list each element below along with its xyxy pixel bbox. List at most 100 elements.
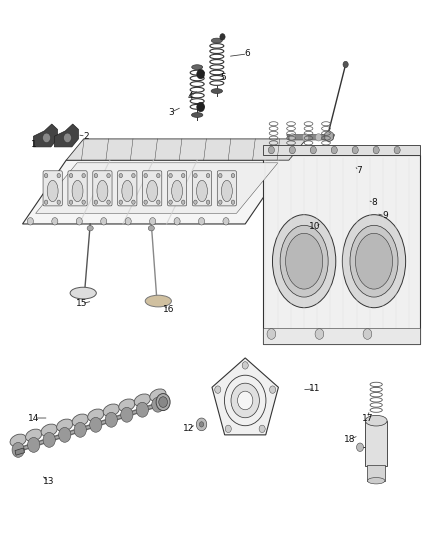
Circle shape bbox=[310, 147, 316, 154]
Circle shape bbox=[215, 386, 221, 393]
Ellipse shape bbox=[286, 233, 323, 289]
Circle shape bbox=[12, 442, 24, 457]
Ellipse shape bbox=[192, 64, 203, 69]
Circle shape bbox=[28, 438, 40, 453]
Circle shape bbox=[223, 217, 229, 225]
Ellipse shape bbox=[122, 180, 133, 201]
Circle shape bbox=[219, 173, 222, 177]
Polygon shape bbox=[325, 131, 333, 142]
Circle shape bbox=[132, 173, 135, 177]
Polygon shape bbox=[66, 139, 306, 160]
Ellipse shape bbox=[72, 180, 83, 201]
Text: 15: 15 bbox=[76, 299, 87, 308]
Text: 3: 3 bbox=[168, 108, 174, 117]
FancyBboxPatch shape bbox=[217, 171, 237, 206]
Text: 2: 2 bbox=[83, 132, 88, 141]
Circle shape bbox=[269, 386, 276, 393]
Circle shape bbox=[394, 147, 400, 154]
Circle shape bbox=[326, 134, 332, 141]
Circle shape bbox=[57, 173, 60, 177]
Circle shape bbox=[259, 425, 265, 433]
Circle shape bbox=[64, 133, 71, 143]
Circle shape bbox=[289, 134, 295, 141]
Ellipse shape bbox=[70, 287, 96, 299]
Circle shape bbox=[69, 200, 73, 204]
Circle shape bbox=[159, 397, 167, 407]
Circle shape bbox=[69, 173, 73, 177]
Polygon shape bbox=[54, 124, 78, 147]
Ellipse shape bbox=[10, 434, 26, 447]
Circle shape bbox=[74, 422, 86, 437]
Polygon shape bbox=[33, 124, 57, 147]
Ellipse shape bbox=[119, 399, 135, 411]
Bar bbox=[263, 328, 420, 344]
Circle shape bbox=[156, 173, 160, 177]
Circle shape bbox=[152, 397, 164, 412]
Circle shape bbox=[94, 200, 98, 204]
Ellipse shape bbox=[25, 429, 42, 441]
Circle shape bbox=[52, 217, 58, 225]
Text: 10: 10 bbox=[309, 222, 321, 231]
Circle shape bbox=[59, 427, 71, 442]
Circle shape bbox=[82, 200, 85, 204]
Circle shape bbox=[156, 200, 160, 204]
FancyBboxPatch shape bbox=[68, 171, 87, 206]
Circle shape bbox=[315, 134, 321, 141]
Ellipse shape bbox=[343, 215, 406, 308]
Polygon shape bbox=[212, 358, 279, 435]
Ellipse shape bbox=[350, 225, 398, 297]
Text: 5: 5 bbox=[220, 73, 226, 82]
Ellipse shape bbox=[365, 415, 387, 426]
Bar bbox=[263, 155, 420, 344]
Bar bbox=[365, 421, 387, 466]
Circle shape bbox=[267, 329, 276, 340]
FancyBboxPatch shape bbox=[192, 171, 212, 206]
Circle shape bbox=[289, 147, 295, 154]
Ellipse shape bbox=[57, 419, 73, 432]
Ellipse shape bbox=[367, 478, 385, 484]
Ellipse shape bbox=[197, 180, 208, 201]
Circle shape bbox=[132, 200, 135, 204]
Ellipse shape bbox=[156, 393, 170, 410]
Circle shape bbox=[194, 173, 197, 177]
Circle shape bbox=[42, 133, 50, 143]
Circle shape bbox=[144, 173, 148, 177]
Ellipse shape bbox=[87, 225, 93, 231]
Circle shape bbox=[196, 418, 207, 431]
Text: 12: 12 bbox=[183, 424, 194, 433]
Circle shape bbox=[373, 147, 379, 154]
Circle shape bbox=[197, 69, 205, 79]
Circle shape bbox=[169, 200, 172, 204]
Circle shape bbox=[105, 413, 117, 427]
Text: 6: 6 bbox=[244, 50, 250, 58]
Text: 1: 1 bbox=[31, 140, 36, 149]
Polygon shape bbox=[22, 160, 289, 224]
Circle shape bbox=[225, 425, 231, 433]
Ellipse shape bbox=[147, 180, 158, 201]
Circle shape bbox=[119, 200, 123, 204]
FancyBboxPatch shape bbox=[143, 171, 162, 206]
FancyBboxPatch shape bbox=[93, 171, 112, 206]
FancyBboxPatch shape bbox=[118, 171, 137, 206]
Text: 7: 7 bbox=[356, 166, 362, 175]
Ellipse shape bbox=[172, 180, 183, 201]
Circle shape bbox=[302, 134, 308, 141]
Circle shape bbox=[43, 432, 55, 447]
Bar bbox=[263, 146, 420, 155]
Circle shape bbox=[169, 173, 172, 177]
Ellipse shape bbox=[212, 38, 222, 43]
Circle shape bbox=[119, 173, 123, 177]
Text: 9: 9 bbox=[382, 212, 388, 221]
Ellipse shape bbox=[221, 180, 232, 201]
Circle shape bbox=[198, 217, 205, 225]
Circle shape bbox=[231, 200, 235, 204]
Ellipse shape bbox=[41, 424, 57, 437]
Circle shape bbox=[107, 173, 110, 177]
Circle shape bbox=[90, 417, 102, 432]
Circle shape bbox=[181, 173, 185, 177]
Ellipse shape bbox=[150, 389, 166, 401]
Ellipse shape bbox=[145, 295, 171, 307]
Circle shape bbox=[268, 147, 275, 154]
Circle shape bbox=[27, 217, 33, 225]
Circle shape bbox=[150, 217, 155, 225]
